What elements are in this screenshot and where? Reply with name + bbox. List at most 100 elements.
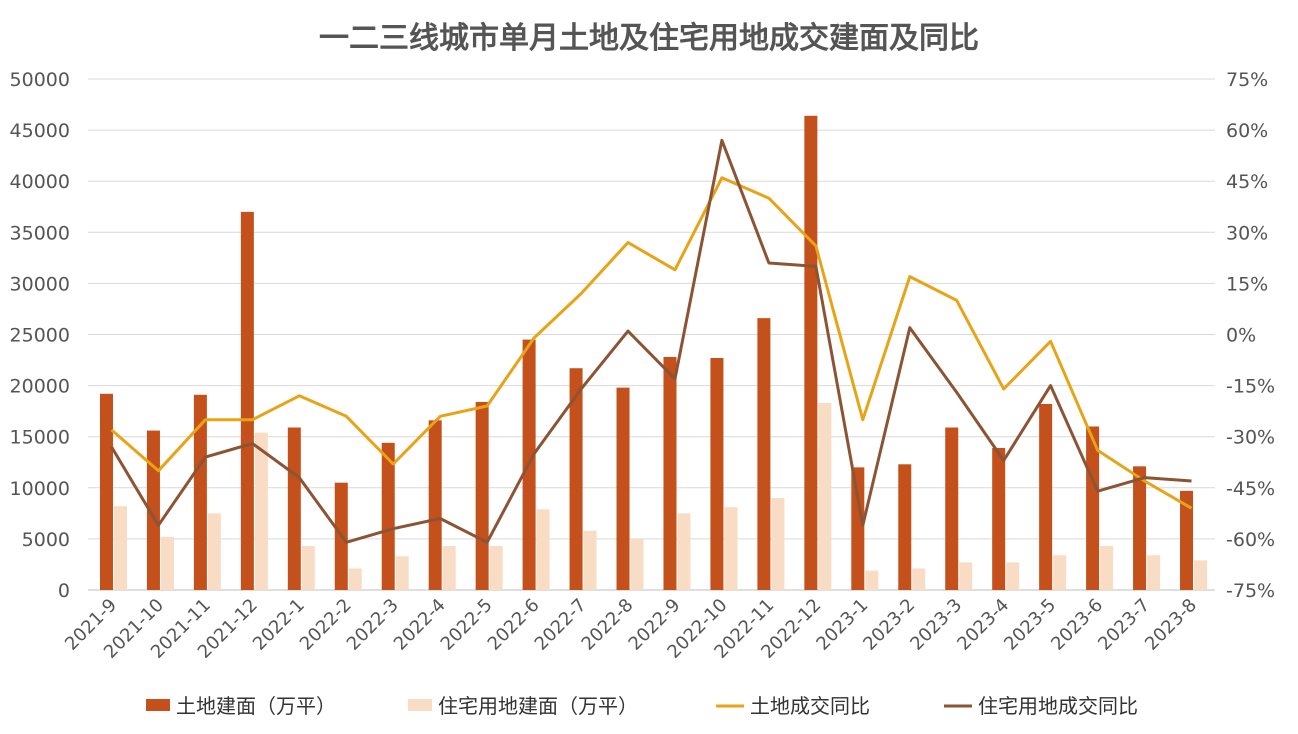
land-area-bar	[851, 467, 865, 590]
residential-area-bar	[442, 546, 456, 590]
land-area-bar	[1133, 466, 1147, 590]
x-tick-label: 2023-8	[1141, 595, 1201, 655]
land-area-bar	[381, 442, 395, 590]
right-tick-label: 60%	[1226, 120, 1268, 142]
left-tick-label: 45000	[10, 120, 70, 142]
x-tick-label: 2023-4	[953, 595, 1013, 655]
right-tick-label: -45%	[1226, 478, 1275, 500]
land-area-bar	[193, 394, 207, 590]
right-axis: -75% -60% -45% -30% -15% 0% 15% 30% 45% 60% 75%	[1226, 69, 1275, 602]
left-tick-label: 35000	[10, 222, 70, 244]
legend: 土地建面（万平） 住宅用地建面（万平） 土地成交同比 住宅用地成交同比	[146, 694, 1138, 718]
left-tick-label: 20000	[10, 376, 70, 398]
land-area-bar	[616, 387, 630, 590]
right-tick-label: -30%	[1226, 427, 1275, 449]
legend-label: 住宅用地建面（万平）	[438, 694, 638, 718]
residential-area-bar	[677, 513, 691, 590]
residential-area-bar	[724, 507, 738, 590]
land-area-bar	[663, 356, 677, 590]
right-tick-label: 15%	[1226, 273, 1268, 295]
x-tick-label: 2023-6	[1047, 595, 1107, 655]
legend-swatch	[408, 699, 432, 711]
gridlines	[88, 78, 1215, 591]
left-tick-label: 50000	[10, 69, 70, 91]
land-area-bar	[804, 115, 818, 591]
residential-area-bar	[583, 530, 597, 590]
x-tick-label: 2023-1	[812, 595, 872, 655]
residential-area-bar	[959, 562, 973, 590]
left-axis: 0 5000 10000 15000 20000 25000 30000 35000 40000…	[10, 69, 70, 602]
residential-area-bar	[536, 509, 550, 590]
right-tick-label: -60%	[1226, 529, 1275, 551]
legend-swatch	[146, 699, 170, 711]
x-tick-label: 2022-1	[249, 595, 309, 655]
legend-label: 土地建面（万平）	[176, 694, 336, 718]
land-area-bar	[240, 211, 254, 591]
residential-area-bar	[1147, 555, 1161, 590]
legend-label: 土地成交同比	[750, 694, 870, 718]
land-area-bar	[757, 318, 771, 590]
x-tick-label: 2023-5	[1000, 595, 1060, 655]
residential-area-bar	[1053, 555, 1067, 590]
residential-area-bar	[630, 538, 644, 590]
right-tick-label: -75%	[1226, 580, 1275, 602]
x-tick-label: 2022-6	[484, 595, 544, 655]
right-tick-label: 30%	[1226, 222, 1268, 244]
chart-title: 一二三线城市单月土地及住宅用地成交建面及同比	[319, 21, 979, 56]
right-tick-label: -15%	[1226, 376, 1275, 398]
bar-layer	[99, 115, 1208, 591]
line-layer	[110, 138, 1193, 544]
land-area-bar	[710, 358, 724, 590]
residential-area-bar	[489, 546, 503, 590]
right-tick-label: 0%	[1226, 325, 1256, 347]
land-area-bar	[1039, 403, 1053, 590]
x-tick-label: 2023-7	[1094, 595, 1154, 655]
x-tick-label: 2023-2	[859, 595, 919, 655]
x-tick-label: 2022-3	[343, 595, 403, 655]
land-area-bar	[287, 427, 301, 590]
left-tick-label: 10000	[10, 478, 70, 500]
land-yoy-line	[110, 176, 1193, 510]
residential-area-bar	[1006, 562, 1020, 590]
residential-yoy-line	[110, 138, 1192, 544]
residential-area-bar	[395, 556, 409, 590]
legend-label: 住宅用地成交同比	[978, 694, 1138, 718]
residential-area-bar	[912, 568, 926, 590]
residential-area-bar	[207, 513, 221, 590]
residential-area-bar	[1194, 560, 1208, 590]
left-tick-label: 0	[58, 580, 70, 602]
land-area-bar	[992, 447, 1006, 590]
x-tick-label: 2022-2	[296, 595, 356, 655]
residential-area-bar	[1100, 546, 1114, 590]
land-area-bar	[945, 427, 959, 590]
right-tick-label: 75%	[1226, 69, 1268, 91]
residential-area-bar	[254, 432, 268, 590]
land-area-bar	[569, 368, 583, 590]
residential-area-bar	[771, 498, 785, 590]
residential-area-bar	[818, 402, 832, 590]
x-axis: 2021-92021-102021-112021-122022-12022-22…	[61, 595, 1201, 663]
land-area-bar	[428, 420, 442, 590]
x-tick-label: 2022-4	[390, 595, 450, 655]
x-tick-label: 2022-7	[531, 595, 591, 655]
land-area-bar	[1086, 426, 1100, 590]
x-tick-label: 2022-5	[437, 595, 497, 655]
left-tick-label: 5000	[22, 529, 70, 551]
land-area-bar	[1180, 490, 1194, 590]
left-tick-label: 30000	[10, 273, 70, 295]
residential-area-bar	[865, 570, 879, 590]
right-tick-label: 45%	[1226, 171, 1268, 193]
land-area-bar	[99, 393, 113, 590]
left-tick-label: 25000	[10, 325, 70, 347]
x-tick-label: 2023-3	[906, 595, 966, 655]
x-tick-label: 2022-8	[578, 595, 638, 655]
left-tick-label: 15000	[10, 427, 70, 449]
residential-area-bar	[301, 546, 315, 590]
residential-area-bar	[348, 568, 362, 590]
land-area-bar	[898, 464, 912, 590]
residential-area-bar	[160, 536, 174, 590]
left-tick-label: 40000	[10, 171, 70, 193]
residential-area-bar	[113, 506, 127, 590]
